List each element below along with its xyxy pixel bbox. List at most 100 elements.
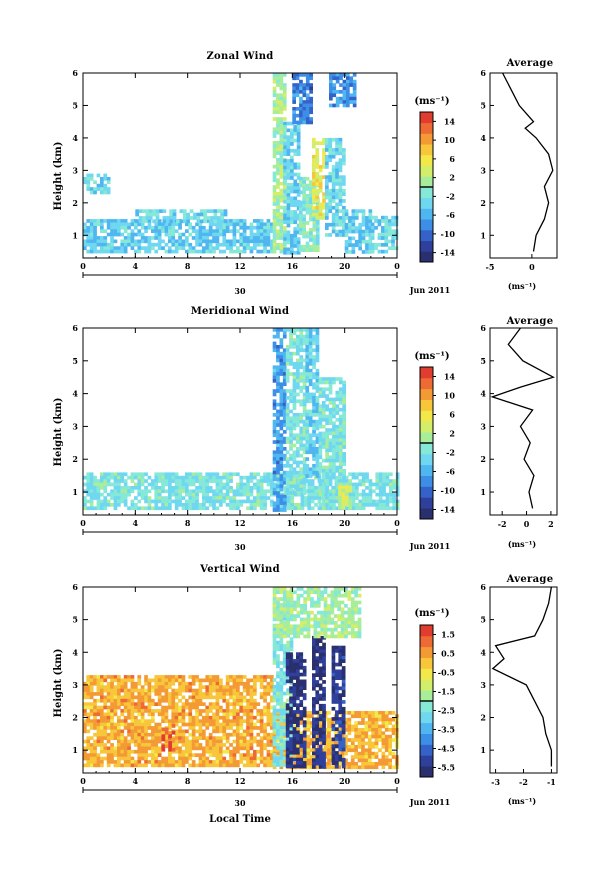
heatmap-cell — [351, 472, 356, 477]
heatmap-cell — [103, 229, 108, 233]
heatmap-cell — [232, 492, 237, 497]
heatmap-cell — [178, 489, 182, 494]
heatmap-cell — [302, 385, 307, 390]
heatmap-cell — [338, 188, 343, 193]
heatmap-cell — [328, 503, 333, 507]
heatmap-cell — [272, 334, 277, 339]
colorbar-segment — [420, 112, 433, 124]
heatmap-cell — [154, 685, 159, 689]
heatmap-cell — [389, 492, 393, 497]
heatmap-cell — [282, 375, 287, 380]
heatmap-cell — [342, 462, 346, 466]
heatmap-cell — [331, 168, 336, 173]
heatmap-cell — [378, 506, 383, 511]
heatmap-cell — [312, 221, 317, 225]
heatmap-cell — [338, 202, 343, 207]
heatmap-cell — [151, 729, 155, 734]
heatmap-cell — [272, 222, 277, 227]
heatmap-cell — [103, 743, 108, 747]
heatmap-cell — [321, 424, 326, 429]
heatmap-cell — [312, 341, 316, 346]
heatmap-cell — [198, 472, 203, 477]
heatmap-cell — [195, 506, 199, 511]
heatmap-cell — [215, 688, 220, 693]
heatmap-cell — [352, 93, 357, 98]
heatmap-cell — [279, 83, 284, 87]
heatmap-cell — [117, 486, 121, 490]
heatmap-cell — [138, 216, 143, 220]
heatmap-cell — [276, 351, 280, 356]
heatmap-cell — [117, 763, 121, 768]
heatmap-cell — [232, 678, 237, 683]
heatmap-cell — [253, 219, 257, 223]
heatmap-cell — [215, 472, 220, 477]
heatmap-cell — [302, 183, 306, 188]
heatmap-cell — [279, 137, 284, 142]
heatmap-cell — [246, 486, 250, 490]
heatmap-cell — [289, 341, 293, 346]
heatmap-cell — [242, 729, 247, 734]
heatmap-cell — [304, 499, 308, 504]
heatmap-cell — [334, 479, 339, 483]
heatmap-cell — [93, 702, 97, 706]
heatmap-cell — [253, 722, 257, 727]
heatmap-cell — [299, 358, 304, 363]
heatmap-cell — [134, 681, 138, 686]
heatmap-cell — [272, 246, 277, 251]
heatmap-cell — [305, 440, 310, 444]
heatmap-cell — [225, 763, 230, 768]
heatmap-cell — [315, 231, 320, 235]
heatmap-cell — [178, 242, 182, 247]
heatmap-cell — [212, 246, 216, 250]
heatmap-cell — [168, 730, 172, 735]
heatmap-cell — [298, 248, 303, 252]
heatmap-cell — [308, 345, 313, 349]
heatmap-cell — [174, 222, 179, 227]
heatmap-cell — [272, 73, 277, 77]
heatmap-cell — [285, 423, 290, 427]
heatmap-cell — [305, 372, 310, 376]
heatmap-cell — [242, 756, 247, 761]
heatmap-cell — [155, 216, 160, 220]
heatmap-cell — [110, 749, 114, 754]
heatmap-cell — [259, 678, 264, 683]
y-tick-label: 5 — [72, 356, 78, 366]
heatmap-cell — [384, 215, 389, 220]
heatmap-cell — [178, 692, 182, 696]
heatmap-cell — [168, 249, 172, 254]
heatmap-cell — [229, 499, 233, 504]
heatmap-cell — [236, 732, 240, 737]
heatmap-cell — [151, 715, 155, 720]
heatmap-cell — [270, 753, 274, 757]
heatmap-cell — [279, 144, 284, 149]
heatmap-cell — [113, 688, 118, 693]
heatmap-cell — [100, 726, 104, 730]
heatmap-cell — [305, 426, 310, 431]
heatmap-cell — [246, 499, 250, 504]
heatmap-cell — [322, 205, 326, 210]
heatmap-cell — [147, 489, 152, 494]
heatmap-cell — [315, 331, 320, 336]
heatmap-cell — [358, 479, 363, 483]
heatmap-cell — [185, 698, 189, 703]
heatmap-cell — [171, 249, 176, 254]
heatmap-cell — [338, 435, 343, 439]
heatmap-cell — [127, 489, 131, 494]
colorbar-tick-label: 14 — [444, 116, 456, 126]
heatmap-cell — [321, 482, 325, 487]
heatmap-cell — [331, 148, 336, 152]
heatmap-cell — [325, 165, 329, 169]
heatmap-cell — [296, 334, 300, 339]
heatmap-cell — [225, 702, 230, 706]
heatmap-cell — [296, 362, 300, 366]
y-tick-label: 2 — [72, 454, 78, 464]
heatmap-cell — [253, 239, 257, 244]
heatmap-cell — [381, 226, 385, 230]
heatmap-cell — [134, 486, 138, 490]
heatmap-cell — [154, 692, 159, 696]
heatmap-cell — [276, 209, 280, 213]
heatmap-cell — [332, 397, 336, 402]
heatmap-cell — [191, 743, 196, 747]
heatmap-cell — [134, 695, 138, 700]
heatmap-cell — [296, 460, 300, 465]
